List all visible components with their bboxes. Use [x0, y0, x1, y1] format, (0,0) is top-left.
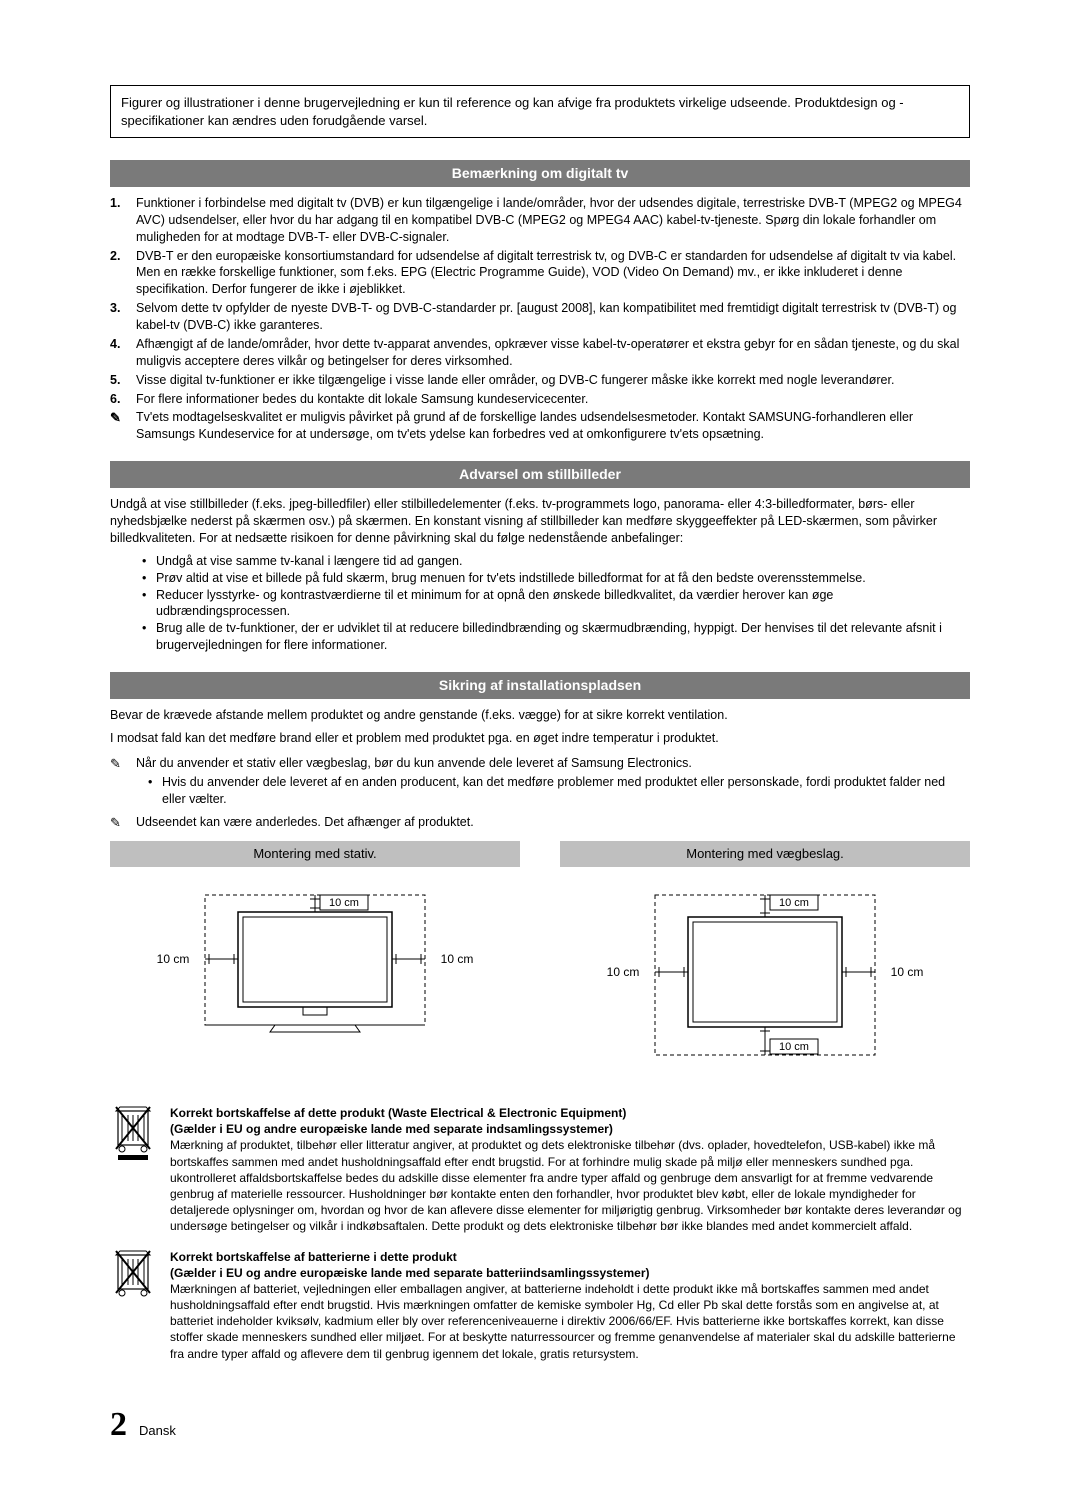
note-row: ✎ Når du anvender et stativ eller vægbes…: [110, 755, 970, 773]
list-item: 4.Afhængigt af de lande/områder, hvor de…: [110, 336, 970, 370]
battery-icon: [110, 1249, 156, 1307]
dim-label: 10 cm: [329, 897, 359, 909]
disposal-battery: Korrekt bortskaffelse af batterierne i d…: [110, 1249, 970, 1362]
bullet-dot: •: [148, 774, 162, 808]
diagram-title-bar: Montering med stativ.: [110, 841, 520, 867]
bullet-item: •Undgå at vise samme tv-kanal i længere …: [142, 553, 970, 570]
diagram-title: Montering med stativ.: [253, 846, 376, 861]
item-number: 5.: [110, 372, 136, 389]
dim-label: 10 cm: [441, 952, 474, 966]
item-text: Afhængigt af de lande/områder, hvor dett…: [136, 336, 970, 370]
list-note: ✎Tv'ets modtagelseskvalitet er muligvis …: [110, 409, 970, 443]
disposal-weee-text: Korrekt bortskaffelse af dette produkt (…: [170, 1105, 970, 1235]
item-text: DVB-T er den europæiske konsortiumstanda…: [136, 248, 970, 299]
section3-notes: ✎ Når du anvender et stativ eller vægbes…: [110, 755, 970, 832]
item-text: Funktioner i forbindelse med digitalt tv…: [136, 195, 970, 246]
diagram-title-bar: Montering med vægbeslag.: [560, 841, 970, 867]
disposal-body: Mærkning af produktet, tilbehør eller li…: [170, 1137, 970, 1234]
item-number: 3.: [110, 300, 136, 334]
dim-label: 10 cm: [891, 965, 924, 979]
section3-para2: I modsat fald kan det medføre brand elle…: [110, 730, 970, 747]
disposal-subtitle: (Gælder i EU og andre europæiske lande m…: [170, 1121, 970, 1137]
bullet-item: •Reducer lysstyrke- og kontrastværdierne…: [142, 587, 970, 621]
bullet-text: Reducer lysstyrke- og kontrastværdierne …: [156, 587, 970, 621]
section1-title: Bemærkning om digitalt tv: [452, 165, 629, 181]
notice-text: Figurer og illustrationer i denne bruger…: [121, 95, 904, 128]
disposal-title: Korrekt bortskaffelse af dette produkt (…: [170, 1105, 970, 1121]
section-header-digital-tv: Bemærkning om digitalt tv: [110, 160, 970, 187]
stand-diagram-svg: 10 cm 10 cm 10 cm: [135, 877, 495, 1067]
note-text: Når du anvender et stativ eller vægbesla…: [136, 755, 970, 773]
diagram-wall: Montering med vægbeslag. 10 cm 10 cm 10 …: [560, 841, 970, 1077]
dim-label: 10 cm: [779, 897, 809, 909]
note-icon: ✎: [110, 814, 136, 832]
page-number: 2: [110, 1402, 127, 1448]
section2-bullets: •Undgå at vise samme tv-kanal i længere …: [142, 553, 970, 654]
section3-title: Sikring af installationspladsen: [439, 677, 641, 693]
disposal-title: Korrekt bortskaffelse af batterierne i d…: [170, 1249, 970, 1265]
notice-box: Figurer og illustrationer i denne bruger…: [110, 85, 970, 138]
disposal-battery-text: Korrekt bortskaffelse af batterierne i d…: [170, 1249, 970, 1362]
diagram-stand: Montering med stativ. 10 cm 10 cm 10 cm: [110, 841, 520, 1077]
note-text: Tv'ets modtagelseskvalitet er muligvis p…: [136, 409, 970, 443]
bullet-item: •Prøv altid at vise et billede på fuld s…: [142, 570, 970, 587]
page-footer: 2 Dansk: [110, 1402, 970, 1448]
bullet-dot: •: [142, 553, 156, 570]
item-text: Selvom dette tv opfylder de nyeste DVB-T…: [136, 300, 970, 334]
disposal-body: Mærkningen af batteriet, vejledningen el…: [170, 1281, 970, 1362]
item-number: 6.: [110, 391, 136, 408]
section-header-still-images: Advarsel om stillbilleder: [110, 461, 970, 488]
dim-label: 10 cm: [779, 1041, 809, 1053]
section-header-installation: Sikring af installationspladsen: [110, 672, 970, 699]
note-icon: ✎: [110, 755, 136, 773]
section2-title: Advarsel om stillbilleder: [459, 466, 621, 482]
installation-diagrams: Montering med stativ. 10 cm 10 cm 10 cm: [110, 841, 970, 1077]
disposal-subtitle: (Gælder i EU og andre europæiske lande m…: [170, 1265, 970, 1281]
note-sub: • Hvis du anvender dele leveret af en an…: [148, 774, 970, 808]
section1-list: 1.Funktioner i forbindelse med digitalt …: [110, 195, 970, 443]
bullet-dot: •: [142, 570, 156, 587]
item-number: 1.: [110, 195, 136, 246]
weee-icon: [110, 1105, 156, 1163]
item-number: 4.: [110, 336, 136, 370]
list-item: 6.For flere informationer bedes du konta…: [110, 391, 970, 408]
list-item: 3.Selvom dette tv opfylder de nyeste DVB…: [110, 300, 970, 334]
wall-diagram-svg: 10 cm 10 cm 10 cm 10 cm: [585, 877, 945, 1077]
bullet-dot: •: [142, 620, 156, 654]
bullet-text: Undgå at vise samme tv-kanal i længere t…: [156, 553, 462, 570]
list-item: 2.DVB-T er den europæiske konsortiumstan…: [110, 248, 970, 299]
item-text: For flere informationer bedes du kontakt…: [136, 391, 970, 408]
list-item: 5.Visse digital tv-funktioner er ikke ti…: [110, 372, 970, 389]
item-text: Visse digital tv-funktioner er ikke tilg…: [136, 372, 970, 389]
section3-para1: Bevar de krævede afstande mellem produkt…: [110, 707, 970, 724]
bullet-text: Prøv altid at vise et billede på fuld sk…: [156, 570, 866, 587]
note-row: ✎ Udseendet kan være anderledes. Det afh…: [110, 814, 970, 832]
section2-intro: Undgå at vise stillbilleder (f.eks. jpeg…: [110, 496, 970, 547]
dim-label: 10 cm: [157, 952, 190, 966]
dim-label: 10 cm: [607, 965, 640, 979]
list-item: 1.Funktioner i forbindelse med digitalt …: [110, 195, 970, 246]
page-language: Dansk: [139, 1422, 176, 1440]
diagram-title: Montering med vægbeslag.: [686, 846, 844, 861]
note-sub-text: Hvis du anvender dele leveret af en ande…: [162, 774, 970, 808]
item-number: 2.: [110, 248, 136, 299]
note-icon: ✎: [110, 409, 136, 443]
bullet-text: Brug alle de tv-funktioner, der er udvik…: [156, 620, 970, 654]
bullet-item: •Brug alle de tv-funktioner, der er udvi…: [142, 620, 970, 654]
bullet-dot: •: [142, 587, 156, 621]
note-text: Udseendet kan være anderledes. Det afhæn…: [136, 814, 970, 832]
disposal-weee: Korrekt bortskaffelse af dette produkt (…: [110, 1105, 970, 1235]
